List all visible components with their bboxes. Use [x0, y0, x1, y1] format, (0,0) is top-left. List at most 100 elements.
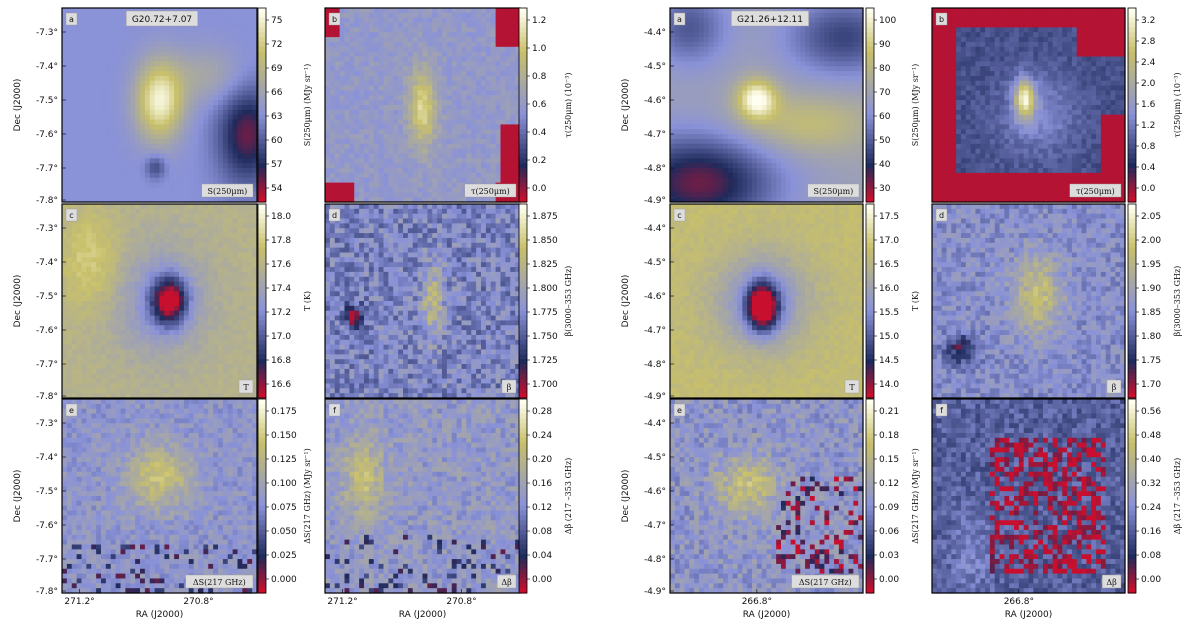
heatmap-cell: [368, 177, 375, 184]
heatmap-cell: [81, 187, 87, 193]
colorbar-segment: [258, 305, 266, 312]
heatmap-cell: [218, 197, 224, 203]
heatmap-cell: [105, 172, 112, 179]
heatmap-cell: [442, 148, 448, 155]
heatmap-cell: [232, 134, 239, 140]
heatmap-cell: [227, 364, 234, 370]
colorbar-segment: [258, 349, 266, 355]
heatmap-cell: [495, 8, 502, 14]
heatmap-cell: [76, 114, 83, 121]
heatmap-cell: [247, 197, 253, 203]
heatmap-cell: [427, 61, 433, 67]
heatmap-cell: [252, 339, 258, 346]
heatmap-cell: [62, 61, 68, 67]
heatmap-cell: [481, 56, 487, 62]
heatmap-cell: [144, 286, 151, 292]
heatmap-cell: [432, 56, 438, 62]
heatmap-cell: [222, 281, 229, 288]
heatmap-cell: [213, 17, 219, 24]
heatmap-cell: [174, 100, 180, 106]
heatmap-cell: [105, 75, 112, 82]
heatmap-cell: [329, 90, 336, 96]
heatmap-cell: [208, 267, 214, 273]
heatmap-cell: [252, 119, 258, 125]
heatmap-cell: [339, 71, 346, 77]
heatmap-cell: [120, 252, 126, 258]
heatmap-cell: [412, 95, 419, 101]
heatmap-cell: [373, 27, 380, 33]
heatmap-cell: [442, 61, 448, 67]
heatmap-cell: [373, 71, 380, 77]
heatmap-cell: [154, 41, 161, 48]
heatmap-cell: [237, 41, 243, 48]
heatmap-cell: [456, 71, 463, 77]
heatmap-cell: [505, 177, 511, 184]
heatmap-cell: [86, 310, 92, 317]
heatmap-cell: [442, 27, 448, 33]
colorbar-tick-label: 1.2: [532, 16, 546, 26]
heatmap-cell: [451, 109, 458, 116]
heatmap-cell: [188, 66, 195, 72]
heatmap-cell: [505, 51, 511, 58]
heatmap-cell: [417, 90, 424, 96]
heatmap-cell: [164, 37, 170, 43]
heatmap-cell: [403, 129, 409, 135]
heatmap-cell: [208, 66, 214, 72]
y-tick-label: -7.8°: [36, 196, 58, 206]
heatmap-cell: [378, 153, 385, 159]
heatmap-cell: [96, 247, 102, 254]
heatmap-cell: [378, 8, 385, 14]
heatmap-cell: [66, 197, 73, 203]
heatmap-cell: [373, 129, 380, 135]
heatmap-cell: [179, 276, 185, 283]
heatmap-cell: [164, 95, 170, 101]
heatmap-cell: [76, 27, 83, 33]
heatmap-cell: [476, 71, 482, 77]
heatmap-cell: [398, 71, 404, 77]
heatmap-cell: [203, 325, 209, 331]
heatmap-cell: [179, 71, 185, 77]
heatmap-cell: [403, 12, 409, 19]
heatmap-cell: [96, 242, 102, 249]
heatmap-cell: [227, 80, 234, 87]
heatmap-cell: [144, 208, 151, 215]
colorbar-segment: [519, 61, 527, 67]
heatmap-cell: [130, 286, 136, 292]
heatmap-cell: [208, 218, 214, 224]
heatmap-cell: [110, 344, 117, 351]
heatmap-cell: [485, 80, 492, 87]
heatmap-cell: [164, 46, 170, 53]
heatmap-cell: [227, 305, 234, 312]
heatmap-cell: [451, 80, 458, 87]
heatmap-cell: [227, 267, 234, 273]
heatmap-cell: [427, 17, 433, 24]
heatmap-cell: [329, 71, 336, 77]
heatmap-cell: [193, 364, 200, 370]
heatmap-cell: [373, 197, 380, 203]
heatmap-cell: [115, 75, 122, 82]
heatmap-cell: [154, 252, 161, 258]
heatmap-cell: [403, 100, 409, 106]
heatmap-cell: [135, 339, 141, 346]
heatmap-cell: [144, 134, 151, 140]
heatmap-cell: [364, 134, 370, 140]
heatmap-cell: [110, 334, 117, 341]
heatmap-cell: [125, 56, 131, 62]
colorbar-tick-label: 17.8: [271, 236, 291, 246]
heatmap-cell: [456, 66, 463, 72]
heatmap-cell: [359, 192, 365, 198]
heatmap-cell: [105, 325, 112, 331]
heatmap-cell: [334, 61, 341, 67]
heatmap-cell: [354, 95, 360, 101]
heatmap-cell: [203, 114, 209, 121]
heatmap-cell: [442, 71, 448, 77]
heatmap-cell: [130, 296, 136, 302]
heatmap-cell: [247, 310, 253, 317]
heatmap-cell: [213, 204, 219, 210]
heatmap-cell: [208, 197, 214, 203]
heatmap-cell: [120, 172, 126, 179]
heatmap-cell: [179, 41, 185, 48]
heatmap-cell: [510, 95, 516, 101]
heatmap-cell: [203, 368, 209, 375]
heatmap-cell: [495, 163, 502, 169]
